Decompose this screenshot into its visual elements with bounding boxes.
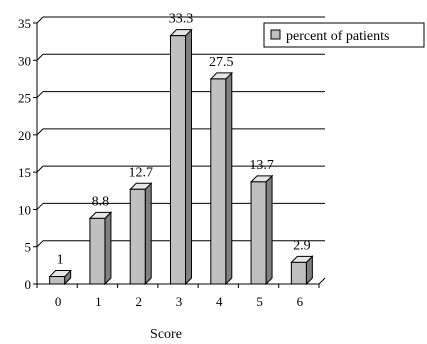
- bar: [48, 269, 72, 286]
- x-tick-label: 2: [135, 294, 142, 309]
- floor-edge: [318, 277, 326, 285]
- x-tick-label: 5: [256, 294, 263, 309]
- data-label: 13.7: [249, 158, 274, 173]
- x-axis-title: Score: [150, 327, 182, 342]
- gridline-connector: [36, 203, 44, 210]
- y-tick-label: 20: [18, 128, 31, 143]
- bar-front: [49, 276, 66, 285]
- data-labels: 1 8.8 12.7 33.3 27.5 13.7 2.9: [57, 12, 311, 268]
- x-tick-label: 6: [297, 294, 304, 309]
- x-tick-label: 3: [176, 294, 183, 309]
- legend-label: percent of patients: [286, 29, 389, 44]
- data-label: 27.5: [209, 55, 234, 70]
- y-tick-label: 0: [25, 277, 32, 292]
- gridline-connector: [36, 165, 44, 173]
- y-tick-label: 10: [18, 202, 31, 217]
- bar-front: [89, 217, 106, 285]
- bar-side: [144, 182, 152, 286]
- y-tick-label: 15: [18, 165, 31, 180]
- bar: [209, 71, 233, 286]
- bar: [290, 255, 314, 286]
- data-label: 2.9: [293, 238, 311, 253]
- legend-swatch: [270, 29, 281, 40]
- x-tick-label: 0: [55, 294, 62, 309]
- gridline-connector: [36, 128, 44, 136]
- bar-front: [210, 78, 227, 285]
- y-tick-label: 25: [18, 91, 31, 106]
- bar-side: [185, 28, 192, 286]
- y-tick-label: 35: [18, 16, 31, 31]
- bar-side: [104, 211, 112, 286]
- gridline-connector: [36, 240, 44, 248]
- bar: [249, 174, 274, 286]
- data-label: 8.8: [92, 194, 110, 209]
- bar-front: [129, 188, 146, 285]
- bar-front: [250, 181, 267, 285]
- data-label: 33.3: [169, 12, 194, 27]
- legend: percent of patients: [263, 22, 425, 48]
- bar: [169, 28, 193, 286]
- bar-side: [225, 71, 233, 286]
- data-label: 12.7: [128, 165, 153, 180]
- bar-side: [265, 174, 273, 286]
- x-tick-label: 4: [216, 294, 223, 309]
- bar-front: [170, 35, 186, 285]
- axes: 0 5 10 15 20 25 30 35 0 1 2 3 4 5 6: [18, 16, 326, 309]
- y-tick-label: 5: [25, 240, 32, 255]
- bar: [129, 182, 153, 286]
- x-tick-label: 1: [95, 294, 102, 309]
- gridline-connector: [36, 91, 44, 98]
- data-label: 1: [57, 253, 64, 268]
- bar-front: [290, 261, 307, 285]
- y-tick-label: 30: [18, 53, 31, 68]
- bars: [48, 28, 314, 286]
- gridline-connector: [36, 16, 44, 24]
- gridline-connector: [36, 53, 44, 61]
- bar: [88, 211, 113, 286]
- legend-box: [263, 22, 425, 48]
